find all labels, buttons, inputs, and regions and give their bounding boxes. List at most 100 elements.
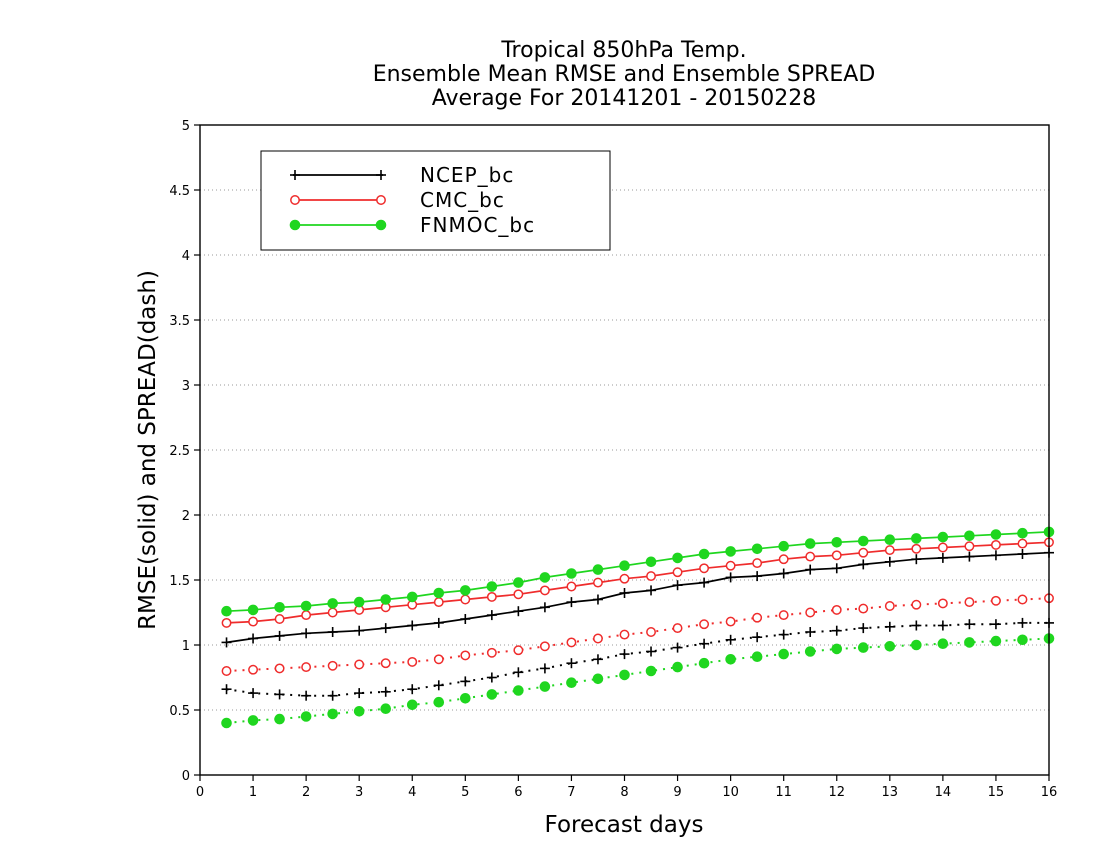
data-point — [566, 597, 577, 608]
data-point — [857, 642, 869, 653]
legend-item-NCEP_bc: NCEP_bc — [290, 163, 513, 187]
data-point — [752, 558, 763, 569]
data-point — [725, 572, 736, 583]
data-point — [433, 617, 444, 628]
data-point — [964, 541, 975, 552]
series-line-rmse — [226, 551, 1050, 644]
data-point — [248, 688, 259, 699]
data-point — [990, 635, 1002, 647]
x-tick-label: 9 — [673, 785, 681, 800]
data-point — [672, 552, 683, 564]
data-point — [725, 560, 736, 571]
data-point — [831, 550, 842, 561]
y-tick-label: 3 — [182, 379, 190, 394]
data-point — [699, 638, 710, 649]
data-point — [566, 658, 577, 669]
data-point — [354, 659, 365, 670]
data-point — [539, 681, 551, 692]
x-tick-label: 11 — [775, 785, 792, 800]
chart-title-line-3: Average For 20141201 - 20150228 — [432, 86, 817, 111]
data-point — [1017, 617, 1028, 628]
series-line-rmse — [226, 531, 1050, 613]
data-point — [1017, 634, 1028, 646]
data-point — [380, 703, 392, 715]
data-point — [964, 637, 975, 648]
data-point — [937, 531, 949, 543]
data-point — [751, 543, 763, 555]
data-point — [619, 629, 630, 640]
data-point — [513, 606, 524, 617]
data-point — [248, 616, 259, 627]
data-point — [380, 686, 391, 697]
data-point — [964, 551, 975, 562]
data-point — [460, 693, 471, 704]
data-point — [301, 662, 312, 673]
data-point — [831, 625, 842, 636]
x-tick-label: 14 — [935, 785, 952, 800]
data-point — [778, 540, 789, 552]
chart-title-line-1: Tropical 850hPa Temp. — [500, 38, 746, 63]
data-point — [805, 551, 816, 562]
x-tick-label: 12 — [828, 785, 845, 800]
y-axis-label: RMSE(solid) and SPREAD(dash) — [135, 270, 161, 630]
data-point — [460, 585, 471, 596]
data-point — [593, 577, 603, 588]
data-point — [699, 619, 710, 630]
data-point — [990, 539, 1001, 550]
legend-marker-right — [375, 219, 387, 231]
data-point — [354, 688, 365, 699]
series-line-spread — [226, 597, 1050, 672]
data-point — [699, 563, 710, 574]
data-point — [247, 715, 259, 726]
data-point — [301, 628, 312, 639]
data-point — [857, 535, 869, 547]
data-point — [858, 603, 869, 614]
data-point — [539, 585, 550, 596]
x-tick-label: 1 — [249, 785, 257, 800]
data-point — [698, 657, 710, 669]
data-point — [805, 627, 816, 637]
x-tick-label: 10 — [722, 785, 739, 800]
data-point — [1017, 538, 1028, 549]
data-point — [221, 717, 232, 729]
data-point — [539, 572, 551, 583]
data-point — [248, 664, 259, 675]
data-point — [327, 607, 338, 618]
data-point — [752, 632, 763, 643]
x-tick-label: 7 — [567, 785, 575, 800]
data-point — [619, 649, 630, 660]
data-point — [593, 633, 603, 644]
data-point — [274, 630, 285, 641]
y-tick-label: 3.5 — [169, 314, 190, 329]
data-point — [274, 713, 285, 725]
legend-item-FNMOC_bc: FNMOC_bc — [289, 213, 535, 237]
data-point — [1017, 594, 1028, 605]
data-point — [486, 610, 497, 621]
y-tick-label: 2 — [182, 509, 190, 524]
data-point — [1017, 527, 1028, 539]
data-point — [539, 641, 550, 652]
data-point — [406, 699, 418, 711]
data-point — [884, 534, 896, 546]
data-point — [513, 667, 524, 678]
data-point — [353, 706, 365, 717]
data-point — [884, 641, 896, 652]
data-point — [460, 676, 471, 687]
data-point — [247, 604, 259, 616]
legend-marker-right — [376, 170, 386, 180]
data-point — [964, 530, 975, 542]
data-point — [911, 639, 922, 651]
x-tick-label: 5 — [461, 785, 469, 800]
data-point — [619, 588, 630, 598]
data-point — [566, 677, 577, 689]
data-point — [221, 684, 232, 695]
data-point — [353, 596, 365, 608]
data-point — [646, 585, 657, 596]
legend-label: FNMOC_bc — [420, 213, 535, 237]
y-tick-label: 0.5 — [169, 704, 190, 719]
data-point — [937, 542, 948, 553]
data-point — [646, 571, 656, 582]
data-point — [592, 654, 603, 665]
